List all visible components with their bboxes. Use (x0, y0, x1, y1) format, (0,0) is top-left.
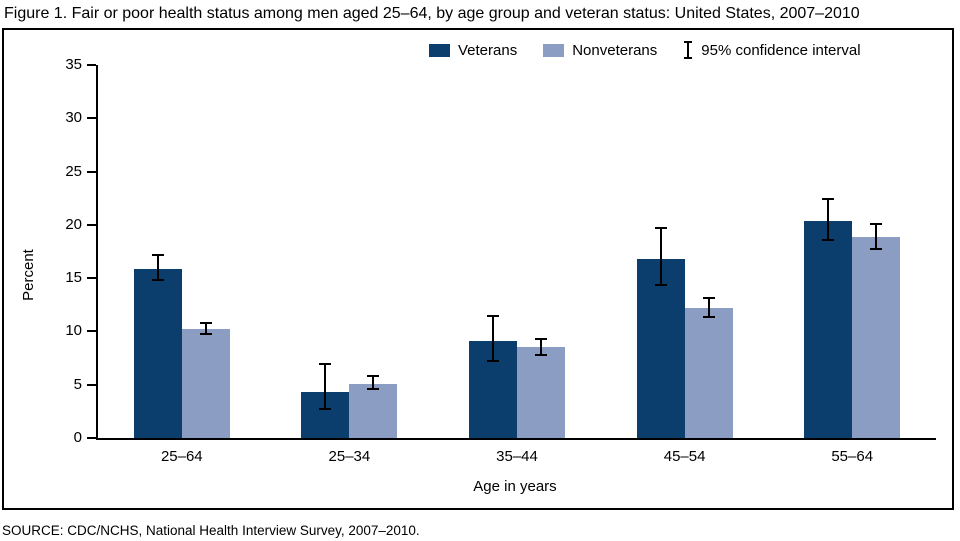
y-tick-label: 30 (65, 109, 82, 127)
y-tick-label: 15 (65, 269, 82, 287)
legend-label-veterans: Veterans (458, 41, 518, 59)
error-bar-line (492, 317, 494, 361)
bar-veterans-45–54 (636, 258, 685, 438)
y-tick-label: 0 (73, 429, 82, 446)
bar-nonveterans-25–34 (349, 383, 398, 438)
error-bar-veterans-25–64 (151, 253, 164, 282)
error-bar-veterans-25–34 (319, 363, 332, 411)
error-bar-line (372, 377, 375, 389)
error-bar-veterans-45–54 (654, 226, 667, 286)
error-bar-nonveterans-25–34 (367, 375, 380, 391)
bar-nonveterans-25–64 (181, 329, 230, 438)
legend: Veterans Nonveterans 95% confidence inte… (429, 40, 861, 60)
x-tick-label: 55–64 (831, 448, 874, 465)
error-bar-line (324, 365, 327, 409)
y-tick-mark (87, 437, 96, 439)
legend-item-ci: 95% confidence interval (683, 40, 861, 60)
y-tick-mark (87, 383, 96, 386)
y-tick-mark (87, 64, 96, 66)
y-tick-label: 35 (65, 56, 82, 73)
legend-item-veterans: Veterans (429, 42, 517, 59)
chart-frame: Veterans Nonveterans 95% confidence inte… (2, 28, 954, 510)
error-bar-nonveterans-25–64 (199, 321, 212, 335)
y-tick-mark (87, 330, 96, 333)
x-tick-label: 45–54 (663, 448, 706, 465)
error-bar-nonveterans-45–54 (702, 297, 715, 318)
bar-nonveterans-55–64 (852, 236, 901, 438)
error-bar-line (827, 200, 830, 239)
x-tick-label: 35–44 (496, 448, 538, 465)
error-bar-line (707, 299, 710, 316)
error-bar-line (659, 228, 662, 284)
legend-label-ci: 95% confidence interval (701, 41, 861, 59)
y-tick-label: 5 (73, 375, 82, 393)
y-tick-mark (87, 117, 96, 120)
error-bar-nonveterans-35–44 (535, 337, 547, 356)
bar-nonveterans-35–44 (517, 347, 565, 438)
error-bar-veterans-35–44 (487, 315, 499, 363)
veterans-swatch (429, 43, 450, 57)
bar-veterans-25–64 (133, 268, 182, 438)
y-tick-label: 10 (65, 322, 82, 340)
error-bar-veterans-55–64 (822, 198, 835, 241)
error-bar-line (204, 323, 207, 333)
legend-item-nonveterans: Nonveterans (543, 42, 657, 59)
x-tick-label: 25–64 (160, 448, 203, 465)
error-bar-nonveterans-55–64 (870, 222, 883, 251)
source-note: SOURCE: CDC/NCHS, National Health Interv… (2, 523, 420, 538)
error-bar-line (875, 224, 878, 249)
y-tick-mark (87, 277, 96, 280)
y-tick-mark (87, 223, 96, 226)
y-tick-label: 20 (65, 215, 82, 233)
error-bar-line (540, 339, 542, 354)
bar-nonveterans-45–54 (684, 307, 733, 438)
confidence-interval-icon (683, 40, 693, 60)
bar-veterans-55–64 (804, 220, 853, 438)
legend-label-nonveterans: Nonveterans (572, 41, 658, 59)
figure-title: Figure 1. Fair or poor health status amo… (4, 5, 860, 22)
x-axis-title: Age in years (473, 478, 557, 495)
plot-area: 0 5 10 15 20 25 30 35 25–64 25–34 35–44 45–54 55–64 (65, 56, 936, 465)
y-tick-label: 25 (65, 162, 82, 180)
nonveterans-swatch (543, 43, 565, 57)
y-tick-mark (87, 170, 96, 173)
y-axis-title: Percent (20, 249, 37, 301)
x-tick-label: 25–34 (328, 448, 371, 465)
error-bar-line (156, 255, 159, 280)
